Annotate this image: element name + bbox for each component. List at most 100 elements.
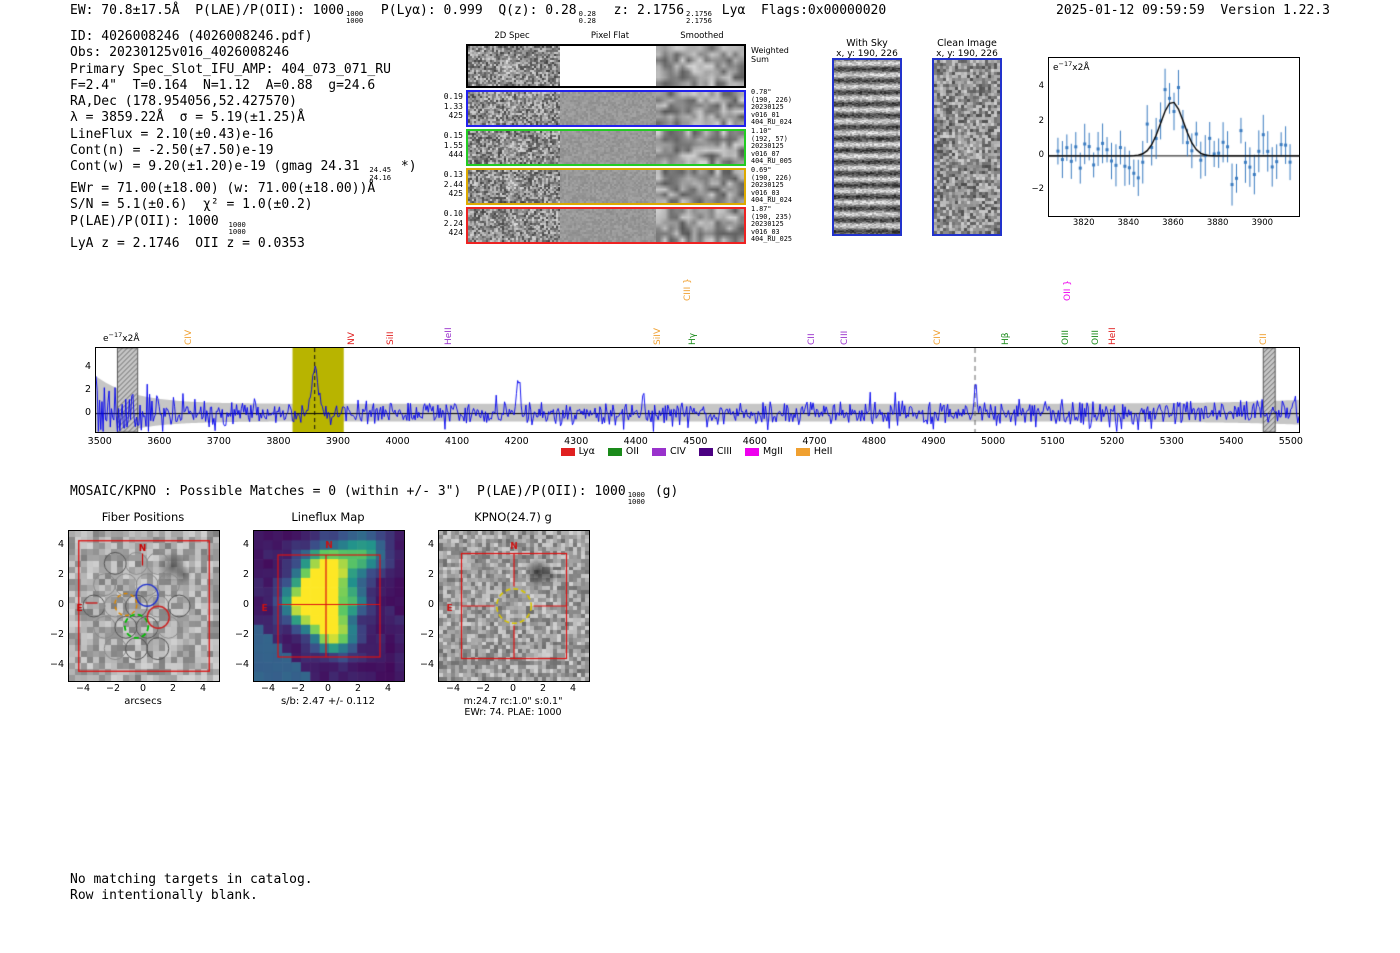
spectral-line-label: CIV (932, 329, 943, 345)
spectrum-xtick-label: 5300 (1159, 436, 1184, 447)
stacked-fraction: 1000 1000 (228, 219, 246, 235)
report-datetime: 2025-01-12 09:59:59 (1056, 3, 1205, 18)
info-line-text: F=2.4" T=0.164 N=1.12 A=0.88 g=24.6 (70, 77, 376, 93)
row-weight-labels: 0.19 1.33 425 (427, 92, 463, 121)
info-line: S/N = 5.1(±0.6) χ² = 1.0(±0.2) (70, 197, 417, 213)
legend-swatch (795, 447, 810, 456)
spectrum-xtick-label: 4900 (921, 436, 946, 447)
lineflux-xtick-label: 4 (384, 683, 392, 694)
weighted-sum-label-line: Sum (751, 55, 769, 64)
kpno-ew-plae-label: EWr: 74. PLAE: 1000 (464, 707, 562, 718)
row-pixel-flat-image (560, 209, 656, 242)
stacked-fraction: 1000 1000 (346, 10, 363, 25)
footer-line: No matching targets in catalog. (70, 872, 313, 887)
fiber-xtick-label: 2 (169, 683, 177, 694)
clean-image-title: Clean Image (937, 38, 997, 49)
fiber-positions-xlabel: arcsecs (124, 696, 162, 707)
row-smoothed-image (656, 170, 744, 203)
info-line-text: LineFlux = 2.10(±0.43)e-16 (70, 126, 274, 142)
clean-image-coords: x, y: 190, 226 (936, 49, 998, 59)
info-line-text: Primary Spec_Slot_IFU_AMP: 404_073_071_R… (70, 61, 391, 77)
legend-swatch (698, 447, 713, 456)
report-version: Version 1.22.3 (1220, 3, 1330, 18)
spectrum-xtick-label: 3700 (206, 436, 231, 447)
weighted-sum-box (466, 44, 746, 88)
spectrum-legend: Lyα OII CIV CIII MgII HeII (95, 446, 1298, 457)
spec2d-column-header: Pixel Flat (590, 31, 630, 41)
info-line-text: EWr = 71.00(±18.00) (w: 71.00(±18.00))Å (70, 181, 376, 197)
spectral-line-label: HeII (443, 327, 454, 345)
stacked-fraction: 0.28 0.28 (579, 10, 596, 25)
info-line: P(LAE)/P(OII): 1000 1000 1000 (70, 214, 417, 236)
kpno-image (439, 531, 589, 681)
mosaic-summary-text: MOSAIC/KPNO : Possible Matches = 0 (with… (70, 484, 626, 499)
info-line: EWr = 71.00(±18.00) (w: 71.00(±18.00))Å (70, 181, 417, 197)
line-fit-canvas (1049, 58, 1299, 216)
kpno-xtick-label: 2 (539, 683, 547, 694)
footer-notes: No matching targets in catalog. Row inten… (70, 872, 313, 904)
lineflux-xtick-label: 0 (324, 683, 332, 694)
fit-ytick-label: 4 (1038, 81, 1044, 92)
spectrum-xtick-label: 4800 (861, 436, 887, 447)
mosaic-summary-text-after: (g) (647, 484, 679, 499)
fiber-ytick-label: −2 (49, 629, 64, 640)
footer-line: Row intentionally blank. (70, 888, 258, 903)
kpno-ytick-label: −2 (419, 629, 434, 640)
header-segment-text: Flags:0x00000020 (760, 3, 887, 18)
header-segment: Flags:0x00000020 (761, 3, 886, 18)
info-line: Primary Spec_Slot_IFU_AMP: 404_073_071_R… (70, 62, 417, 78)
fiber-ytick-label: −4 (49, 659, 64, 670)
stacked-value: 1000 (345, 16, 364, 26)
row-annotation: 1.10" (192, 57) 20230125 v016_07 404_RU_005 (751, 127, 792, 166)
header-segment: P(LAE)/P(OII): 1000 1000 1000 (195, 3, 365, 25)
row-weight-value: 2.24 (443, 218, 463, 228)
lineflux-map-xlabel: s/b: 2.47 +/- 0.112 (280, 696, 376, 707)
stacked-value: 1000 (627, 490, 646, 499)
fiber-cutout-row (466, 129, 746, 166)
row-weight-labels: 0.13 2.44 425 (427, 170, 463, 199)
mosaic-kpno-summary: MOSAIC/KPNO : Possible Matches = 0 (with… (70, 484, 678, 506)
lineflux-xtick-label: −4 (260, 683, 275, 694)
info-line: ID: 4026008246 (4026008246.pdf) (70, 29, 417, 45)
fiber-cutout-row (466, 90, 746, 127)
row-annotation-line: 20230125 (751, 142, 784, 151)
spectral-line-label: OIII (1090, 329, 1101, 345)
flux-units-base: e (1053, 63, 1059, 73)
kpno-xtick-label: −2 (475, 683, 490, 694)
row-annotation: 0.78" (190, 226) 20230125 v016_01 404_RU_024 (751, 88, 792, 127)
spectrum-xtick-label: 3600 (147, 436, 172, 447)
row-2d-spec-image (468, 170, 560, 203)
header-segment-text: z: 2.1756 (597, 3, 685, 18)
flux-units-scale: x2Å (1072, 63, 1090, 73)
lineflux-ytick-label: 4 (242, 539, 249, 550)
fiber-xtick-label: −2 (105, 683, 120, 694)
info-line-text-after: *) (393, 159, 417, 175)
spectrum-xtick-label: 5500 (1278, 436, 1303, 447)
fiber-positions-title: Fiber Positions (101, 510, 185, 524)
row-2d-spec-image (468, 131, 560, 164)
spectral-line-label: OII } (1062, 280, 1073, 301)
row-smoothed-image (656, 131, 744, 164)
stacked-value: 1000 (228, 219, 246, 229)
fiber-positions-image (69, 531, 219, 681)
header-segment-text: EW: 70.8±17.5Å (70, 3, 196, 18)
info-line-text: P(LAE)/P(OII): 1000 (70, 213, 227, 229)
with-sky-image (834, 60, 900, 234)
fiber-xtick-label: −4 (75, 683, 90, 694)
stacked-value: 2.1756 (686, 9, 712, 18)
spec2d-column-header: Smoothed (680, 31, 724, 41)
stacked-value: 24.45 (369, 165, 392, 175)
spectral-line-label: OIII (1060, 329, 1071, 345)
stacked-value: 0.28 (578, 9, 596, 18)
kpno-plot (438, 530, 590, 682)
row-weight-value: 1.55 (443, 140, 463, 150)
row-annotation-line: 404_RU_005 (751, 157, 792, 166)
mosaic-summary: MOSAIC/KPNO : Possible Matches = 0 (with… (70, 484, 678, 506)
header-segment-text: Q(z): 0.28 (498, 3, 577, 18)
stacked-fraction: 24.45 24.16 (369, 166, 391, 181)
row-annotation-line: v016_07 (751, 149, 780, 158)
spectral-line-label: Hγ (688, 332, 699, 345)
row-smoothed-image (656, 92, 744, 125)
spectral-line-label: SiII (386, 331, 397, 345)
row-annotation: 1.87" (190, 235) 20230125 v016_03 404_RU_025 (751, 205, 792, 244)
